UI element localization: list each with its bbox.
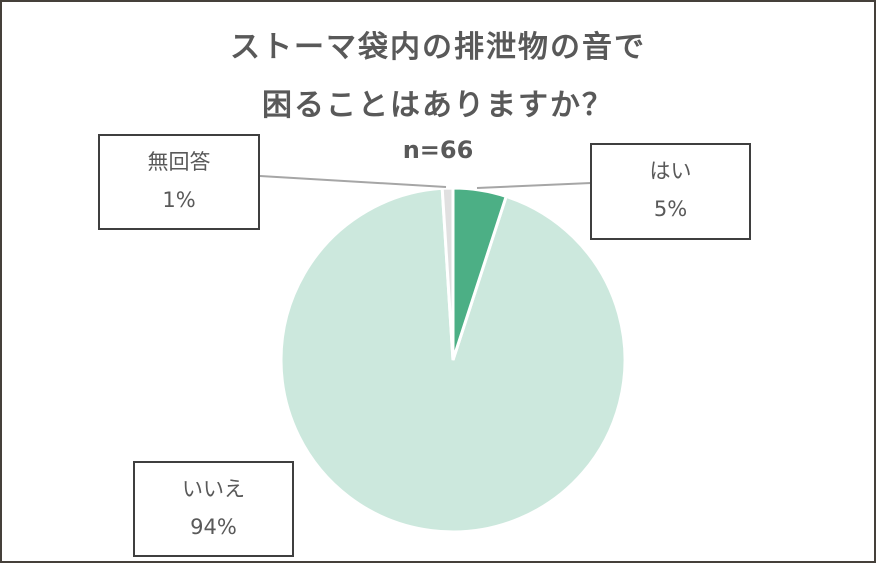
sample-size-label: n=66 <box>402 136 474 164</box>
callout-no: いいえ 94% <box>133 461 294 557</box>
callout-na-percent: 1% <box>162 188 196 212</box>
chart-title-line1: ストーマ袋内の排泄物の音で <box>230 30 646 65</box>
callout-yes-label: はい <box>649 159 692 183</box>
leader-line-na <box>259 175 447 188</box>
callout-yes-percent: 5% <box>653 197 688 221</box>
callout-no-label: いいえ <box>182 477 245 501</box>
callout-na-label: 無回答 <box>147 150 211 174</box>
callout-yes: はい 5% <box>590 143 751 240</box>
callout-no-percent: 94% <box>190 515 237 539</box>
pie-slice-na <box>440 186 455 361</box>
leader-line-yes <box>476 182 592 189</box>
callout-na: 無回答 1% <box>98 134 260 230</box>
chart-title-line2: 困ることはありますか？ <box>262 88 614 123</box>
